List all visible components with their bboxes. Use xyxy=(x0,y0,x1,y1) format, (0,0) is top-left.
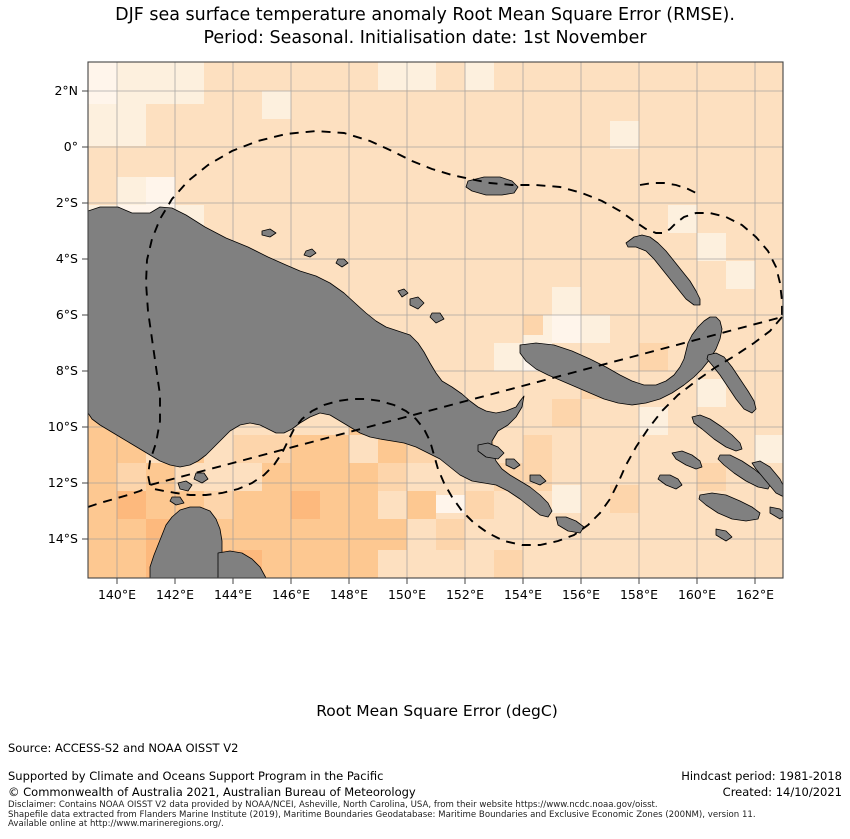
y-axis: 2°N 0° 2°S 4°S 6°S 8°S 10°S 12°S 14°S xyxy=(48,83,88,546)
disclaimer-line-2: Shapefile data extracted from Flanders M… xyxy=(8,809,756,820)
colorbar-title: Root Mean Square Error (degC) xyxy=(316,702,558,720)
ytick-label: 14°S xyxy=(48,531,78,546)
disclaimer-line-1: Disclaimer: Contains NOAA OISST V2 data … xyxy=(8,800,658,810)
footer-support: Supported by Climate and Oceans Support … xyxy=(8,769,384,783)
disclaimer-line-3: Available online at http://www.marinereg… xyxy=(8,819,224,830)
x-axis: 140°E 142°E 144°E 146°E 148°E 150°E 152°… xyxy=(98,578,774,600)
ytick-label: 0° xyxy=(64,139,78,154)
xtick-label: 152°E xyxy=(446,587,484,600)
colorbar: 00.20.40.60.811.21.41.61.82 Root Mean Sq… xyxy=(316,702,558,720)
landmass-layer xyxy=(88,176,783,578)
xtick-label: 146°E xyxy=(272,587,310,600)
ytick-label: 10°S xyxy=(48,419,78,434)
title-line-2: Period: Seasonal. Initialisation date: 1… xyxy=(203,28,647,48)
xtick-label: 162°E xyxy=(736,587,774,600)
xtick-label: 140°E xyxy=(98,587,136,600)
ytick-label: 12°S xyxy=(48,475,78,490)
ytick-label: 6°S xyxy=(56,307,78,322)
xtick-label: 156°E xyxy=(562,587,600,600)
xtick-label: 144°E xyxy=(214,587,252,600)
xtick-label: 158°E xyxy=(620,587,658,600)
map-svg: 2°N 0° 2°S 4°S 6°S 8°S 10°S 12°S 14°S 14… xyxy=(48,61,784,600)
footer-created-date: Created: 14/10/2021 xyxy=(722,785,842,799)
plot-frame xyxy=(87,61,784,579)
map-figure: 2°N 0° 2°S 4°S 6°S 8°S 10°S 12°S 14°S 14… xyxy=(0,55,850,600)
xtick-label: 160°E xyxy=(678,587,716,600)
ytick-label: 2°S xyxy=(56,195,78,210)
footer-meta-block: Hindcast period: 1981-2018 Created: 14/1… xyxy=(681,768,842,800)
eez-boundary xyxy=(88,130,783,546)
xtick-label: 154°E xyxy=(504,587,542,600)
footer-source: Source: ACCESS-S2 and NOAA OISST V2 xyxy=(8,741,239,755)
xtick-label: 148°E xyxy=(330,587,368,600)
footer-support-block: Supported by Climate and Oceans Support … xyxy=(8,768,416,800)
xtick-label: 142°E xyxy=(156,587,194,600)
page-title: DJF sea surface temperature anomaly Root… xyxy=(0,4,850,50)
ytick-label: 4°S xyxy=(56,251,78,266)
title-line-1: DJF sea surface temperature anomaly Root… xyxy=(115,5,735,25)
ytick-label: 2°N xyxy=(54,83,78,98)
footer-disclaimer: Disclaimer: Contains NOAA OISST V2 data … xyxy=(8,800,756,830)
xtick-label: 150°E xyxy=(388,587,426,600)
footer-hindcast-period: Hindcast period: 1981-2018 xyxy=(681,769,842,783)
footer-copyright: © Commonwealth of Australia 2021, Austra… xyxy=(8,785,416,799)
ytick-label: 8°S xyxy=(56,363,78,378)
